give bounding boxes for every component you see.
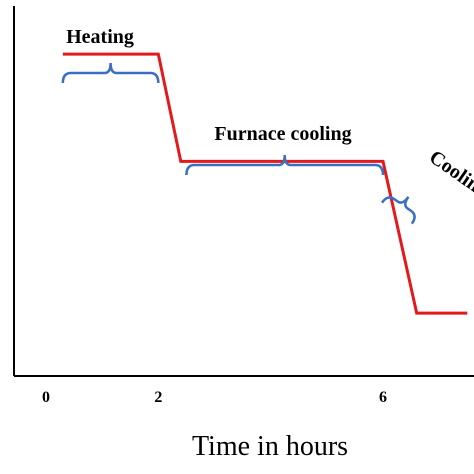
phase-brace <box>380 196 416 225</box>
phase-brace <box>61 62 160 84</box>
phase-brace <box>185 154 385 176</box>
phase-annotation: Furnace cooling <box>185 123 385 176</box>
axes <box>13 6 474 377</box>
x-tick-label: 2 <box>154 389 162 406</box>
phase-label: Heating <box>66 26 134 48</box>
temperature-series-line <box>62 52 468 315</box>
phase-label: Furnace cooling <box>214 123 351 145</box>
x-tick-label: 6 <box>379 389 387 406</box>
x-axis-label: Time in hours <box>192 431 348 462</box>
x-tick-labels: 0 2 6 <box>42 389 387 406</box>
phase-annotation: Heating <box>61 26 160 84</box>
series-layer <box>62 52 468 315</box>
annotations: Heating Furnace cooling Coolin <box>61 26 474 225</box>
phase-label: Coolin <box>425 146 474 197</box>
x-tick-label: 0 <box>42 389 50 406</box>
